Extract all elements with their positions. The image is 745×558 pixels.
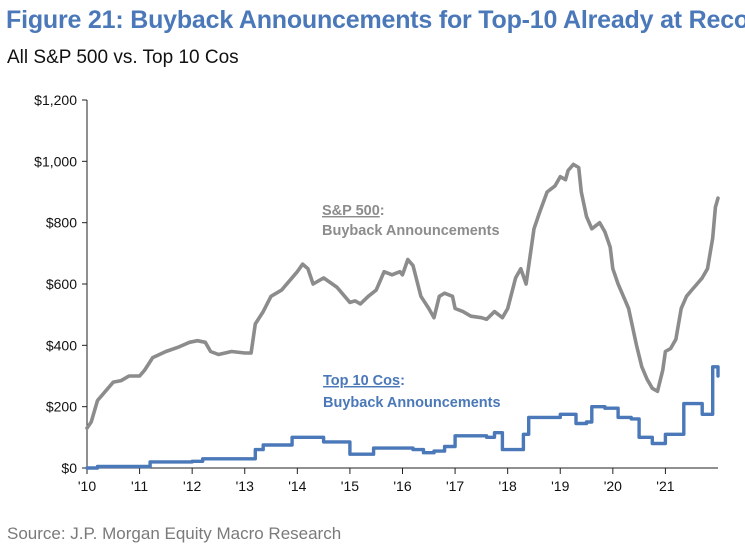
top10-label-colon: : bbox=[400, 373, 405, 389]
x-tick-label: '11 bbox=[131, 478, 148, 494]
top10-series-sublabel: Buyback Announcements bbox=[323, 395, 501, 411]
top10-series-label: Top 10 Cos: bbox=[323, 373, 405, 389]
sp500-label-colon: : bbox=[380, 203, 385, 219]
x-tick-label: '13 bbox=[236, 478, 254, 494]
x-tick-label: '20 bbox=[604, 478, 622, 494]
chart-subtitle: All S&P 500 vs. Top 10 Cos bbox=[7, 47, 239, 68]
x-tick-label: '14 bbox=[288, 478, 306, 494]
sp500-series-sublabel: Buyback Announcements bbox=[322, 223, 500, 239]
series-layer bbox=[85, 162, 720, 470]
top10-label-name: Top 10 Cos bbox=[323, 373, 400, 389]
buyback-line-chart: $0 $200 $400 $600 $800 $1,000 $1,200 '10 '11 '12… bbox=[34, 92, 720, 494]
x-tick-label: '16 bbox=[393, 478, 411, 494]
sp500-series-label: S&P 500: bbox=[322, 203, 385, 219]
x-tick-label: '10 bbox=[78, 478, 96, 494]
y-tick-label: $1,000 bbox=[34, 153, 77, 169]
x-tick-label: '17 bbox=[446, 478, 464, 494]
sp500-series-line bbox=[85, 162, 720, 430]
y-tick-label: $1,200 bbox=[34, 92, 77, 108]
top10-series-line bbox=[85, 365, 720, 470]
y-tick-label: $200 bbox=[46, 399, 77, 415]
x-tick-label: '18 bbox=[499, 478, 517, 494]
x-tick-label: '21 bbox=[656, 478, 674, 494]
x-tick-label: '12 bbox=[183, 478, 201, 494]
chart-title: Figure 21: Buyback Announcements for Top… bbox=[6, 6, 745, 34]
x-tick-label: '15 bbox=[341, 478, 359, 494]
y-tick-label: $400 bbox=[46, 337, 77, 353]
y-tick-label: $0 bbox=[61, 460, 77, 476]
x-tick-label: '19 bbox=[551, 478, 569, 494]
x-axis: '10 '11 '12 '13 '14 '15 '16 '17 '18 '19 '20 '21 bbox=[78, 467, 718, 494]
sp500-label-name: S&P 500 bbox=[322, 203, 380, 219]
y-tick-label: $800 bbox=[46, 215, 77, 231]
y-axis: $0 $200 $400 $600 $800 $1,000 $1,200 bbox=[34, 92, 88, 476]
source-note: Source: J.P. Morgan Equity Macro Researc… bbox=[7, 524, 342, 543]
y-tick-label: $600 bbox=[46, 276, 77, 292]
